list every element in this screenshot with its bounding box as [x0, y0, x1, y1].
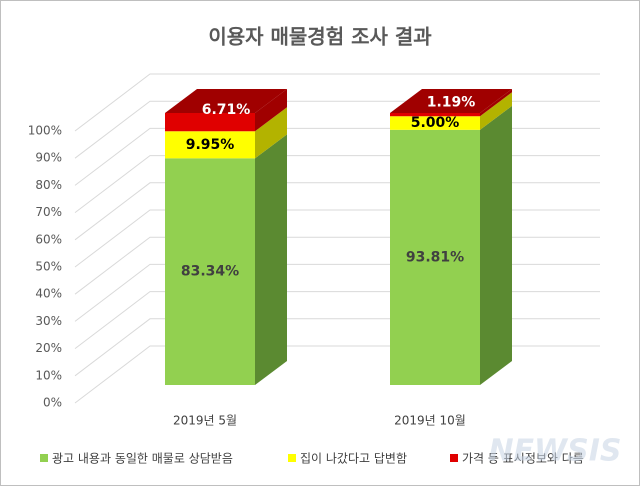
value-label: 93.81% [406, 249, 464, 265]
y-tick-label: 10% [35, 368, 62, 382]
bar-side [480, 89, 512, 117]
y-tick-label: 20% [35, 341, 62, 355]
x-tick-label: 2019년 5월 [173, 414, 237, 428]
value-label: 83.34% [181, 264, 239, 280]
y-tick-label: 70% [35, 205, 62, 219]
bar-side [255, 107, 287, 159]
value-label: 6.71% [202, 102, 251, 118]
y-tick-label: 100% [28, 124, 62, 138]
y-tick-label: 40% [35, 287, 62, 301]
bar-top [390, 89, 512, 113]
bars: 2019년 5월 83.34% 9.95% 6.71% 2019년 10월 93.81% 5… [165, 89, 512, 428]
bar [390, 129, 480, 385]
y-tick-label: 80% [35, 178, 62, 192]
x-tick-label: 2019년 10월 [394, 414, 466, 428]
legend-marker [450, 454, 458, 462]
legend-label: 집이 나갔다고 답변함 [300, 452, 407, 466]
grid-line [74, 73, 600, 132]
bar-side [255, 134, 287, 385]
bar [165, 158, 255, 385]
bar [165, 131, 255, 159]
bar [390, 116, 480, 130]
bar [390, 113, 480, 117]
legend-label: 가격 등 표시정보와 다름 [462, 452, 584, 466]
legend-marker [40, 454, 48, 462]
chart-title: 이용자 매물경험 조사 결과 [208, 25, 432, 49]
legend-marker [288, 454, 296, 462]
legend: 광고 내용과 동일한 매물로 상담받음 집이 나갔다고 답변함 가격 등 표시정보와… [40, 452, 584, 466]
bar-side [255, 89, 287, 132]
bar-side [480, 92, 512, 130]
value-label: 9.95% [186, 137, 235, 153]
bar-top [165, 89, 287, 113]
y-tick-label: 60% [35, 232, 62, 246]
watermark: NEWSIS [488, 434, 621, 469]
y-tick-label: 90% [35, 151, 62, 165]
y-tick-label: 0% [43, 396, 62, 410]
value-label: 5.00% [411, 115, 460, 131]
y-tick-label: 30% [35, 314, 62, 328]
bar [165, 113, 255, 132]
bar-side [480, 105, 512, 386]
y-tick-label: 50% [35, 260, 62, 274]
value-label: 1.19% [427, 95, 476, 111]
legend-label: 광고 내용과 동일한 매물로 상담받음 [52, 452, 233, 466]
